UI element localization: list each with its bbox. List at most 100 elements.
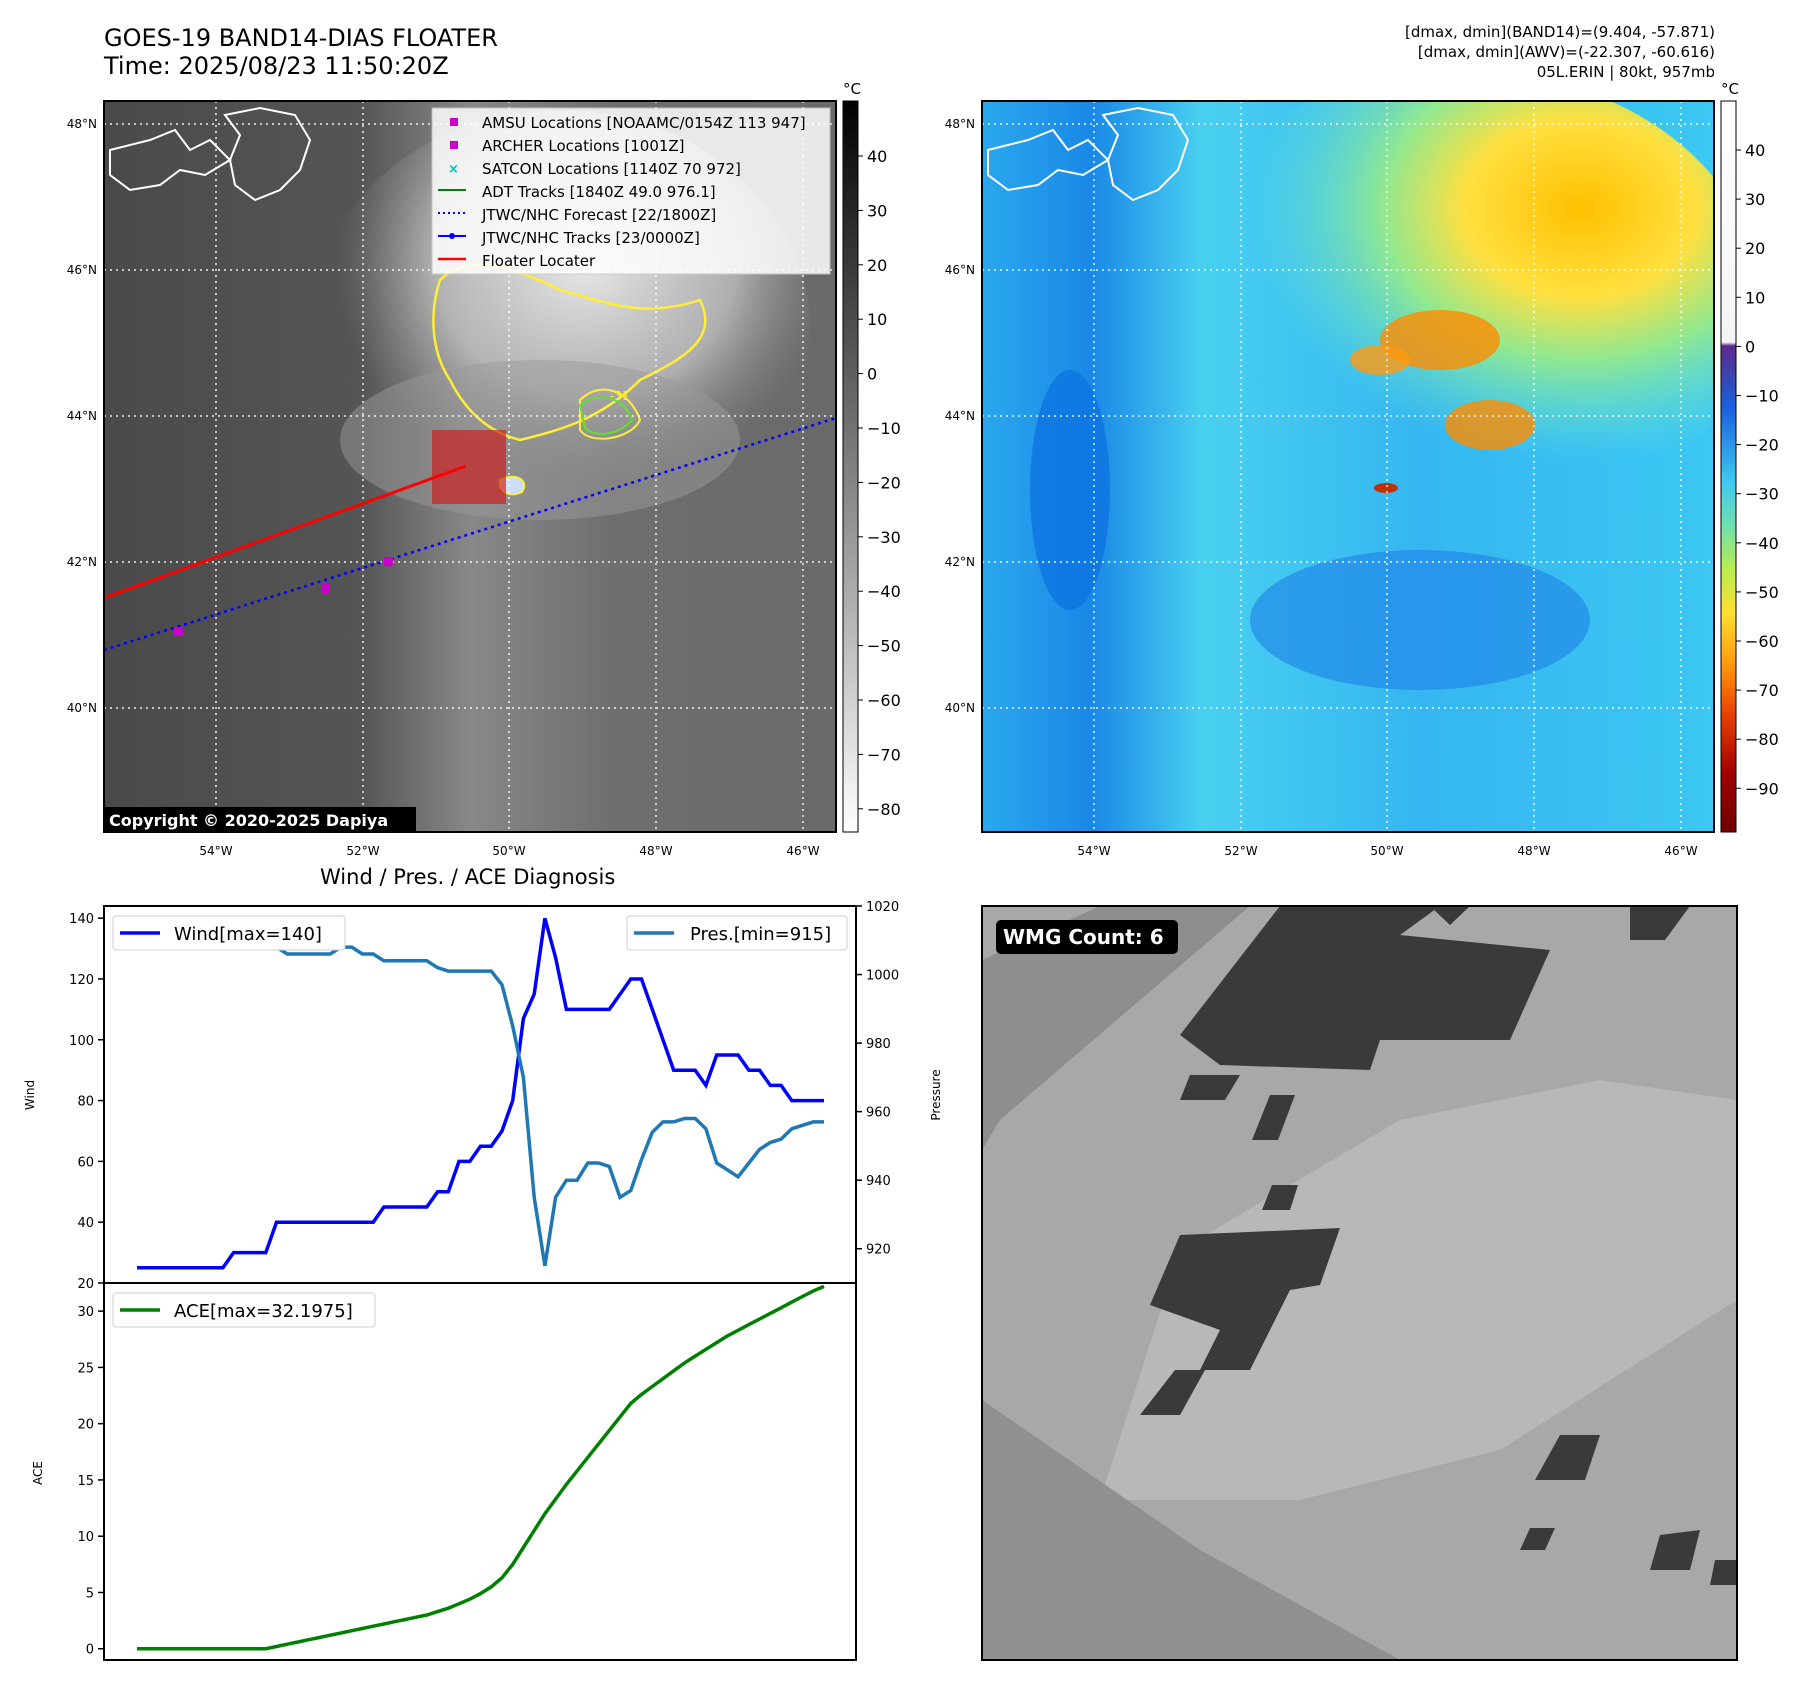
cold-cloud-contour [432,263,707,442]
colorbar-tick-label: −10 [867,419,901,438]
wmg-cold-cluster [1650,1530,1700,1570]
colorbar-tick-label: −30 [867,528,901,547]
wmg-shade [1100,1080,1737,1500]
colorbar-tick-label: −70 [867,745,901,764]
figure-time: Time: 2025/08/23 11:50:20Z [104,52,449,80]
awv-lat-labels: 48°N 46°N 44°N 42°N 40°N [945,117,975,715]
wind-tick-label: 20 [77,1277,94,1292]
wind-tick-label: 100 [69,1034,94,1049]
ace-tick-label: 15 [77,1474,94,1489]
figure-title: GOES-19 BAND14-DIAS FLOATER [104,24,498,52]
wind-tick-label: 120 [69,973,94,988]
pressure-tick-label: 1000 [866,969,899,984]
legend-tracks: JTWC/NHC Tracks [23/0000Z] [481,229,700,247]
lon-label: 52°W [346,844,379,858]
colorbar-tick-label: 40 [867,147,887,166]
awv-map [982,101,1714,832]
wind-tick-label: 140 [69,912,94,927]
wind-legend: Wind[max=140] [112,915,346,951]
lon-label: 48°W [639,844,672,858]
cold-cloud-contour-2 [579,388,642,440]
ace-tick-label: 10 [77,1530,94,1545]
dry-slot [1030,370,1110,610]
ace-tick-label: 0 [86,1643,94,1658]
awv-colorbar: °C 40 30 20 10 0 −10 −20 −30 −40 −50 −60 −70 −80 −90 [1720,80,1779,833]
lon-label: 46°W [1664,844,1697,858]
wmg-count: WMG Count: 6 [1003,925,1164,949]
colorbar-tick-label: −70 [1745,681,1779,700]
legend-forecast: JTWC/NHC Forecast [22/1800Z] [481,206,716,224]
colorbar-tick-label: −20 [1745,436,1779,455]
contour-label: -31 [610,389,630,403]
pressure-legend-label: Pres.[min=915] [690,924,831,945]
cloud-band [340,360,740,520]
dry-air-south [1250,550,1590,690]
moist-region [1160,101,1714,530]
wmg-shade [982,1400,1400,1660]
awv-lon-labels: 54°W 52°W 50°W 48°W 46°W [1077,844,1697,858]
colorbar-tick-label: −60 [867,691,901,710]
wmg-cold-cluster [1430,906,1470,925]
lat-label: 46°N [67,263,97,277]
cold-top-2 [1445,400,1535,450]
wmg-cold-cluster [1535,1435,1600,1480]
pressure-axis-label: Pressure [929,1069,943,1120]
dmax-band14: [dmax, dmin](BAND14)=(9.404, -57.871) [1404,23,1715,41]
wmg-shade [982,906,1250,1150]
band14-lat-labels: 48°N 46°N 44°N 42°N 40°N [67,117,97,715]
ace-axis-label: ACE [31,1461,45,1485]
floater-box [432,430,506,504]
wind-pres-chart: 20 40 60 80 100 120 140 920 940 960 980 1000 1020 W… [23,900,943,1292]
lat-label: 48°N [945,117,975,131]
wmg-cold-cluster [1630,906,1690,940]
lon-label: 54°W [1077,844,1110,858]
ace-frame [103,1282,857,1661]
lon-label: 54°W [199,844,232,858]
wmg-cold-cluster [1180,906,1550,1070]
coastline-newfoundland [109,128,232,192]
colorbar-unit: °C [1721,80,1739,98]
lat-label: 44°N [945,409,975,423]
colorbar-tick-label: −20 [867,473,901,492]
legend-floater: Floater Locater [482,252,596,270]
archer-location [321,584,330,593]
map-legend: × AMSU Locations [NOAAMC/0154Z 113 947] … [431,107,831,275]
colorbar-tick-label: 0 [1745,337,1755,356]
band14-lon-labels: 54°W 52°W 50°W 48°W 46°W [199,844,819,858]
figure-title-block: GOES-19 BAND14-DIAS FLOATER Time: 2025/0… [104,24,498,80]
colorbar-tick-label: −10 [1745,387,1779,406]
wind-tick-label: 60 [77,1155,94,1170]
lat-label: 48°N [67,117,97,131]
pressure-tick-label: 940 [866,1174,891,1189]
amsu-location [384,557,393,566]
coastline-newfoundland [987,128,1110,192]
colorbar-unit: °C [843,80,861,98]
ace-tick-label: 30 [77,1305,94,1320]
legend-amsu: AMSU Locations [NOAAMC/0154Z 113 947] [482,114,806,132]
lon-label: 50°W [1370,844,1403,858]
colorbar-tick-label: −30 [1745,485,1779,504]
lon-label: 46°W [786,844,819,858]
storm-diagnostics: [dmax, dmin](BAND14)=(9.404, -57.871) [d… [1405,22,1715,82]
ace-tick-label: 25 [77,1361,94,1376]
colorbar-tick-label: 20 [1745,239,1765,258]
cold-top-3 [1350,345,1410,375]
legend-archer-marker [450,141,458,149]
pressure-tick-label: 920 [866,1243,891,1258]
legend-satcon: SATCON Locations [1140Z 70 972] [482,160,741,178]
lat-label: 46°N [945,263,975,277]
wmg-cold-cluster [1180,1075,1240,1100]
band14-colorbar: °C 40 30 20 10 0 −10 −20 −30 −40 −50 −60 −70 −80 [842,80,901,833]
copyright-badge [104,807,416,832]
forecast-track [104,416,836,652]
wind-axis-label: Wind [23,1080,37,1110]
band14-map-frame [103,100,837,833]
lon-label: 50°W [492,844,525,858]
coastline-avalon [223,106,312,202]
wind-pres-frame [103,905,857,1284]
lat-label: 44°N [67,409,97,423]
colorbar-tick-label: 30 [1745,190,1765,209]
colorbar-tick-label: −90 [1745,779,1779,798]
colorbar-tick-label: −80 [867,800,901,819]
